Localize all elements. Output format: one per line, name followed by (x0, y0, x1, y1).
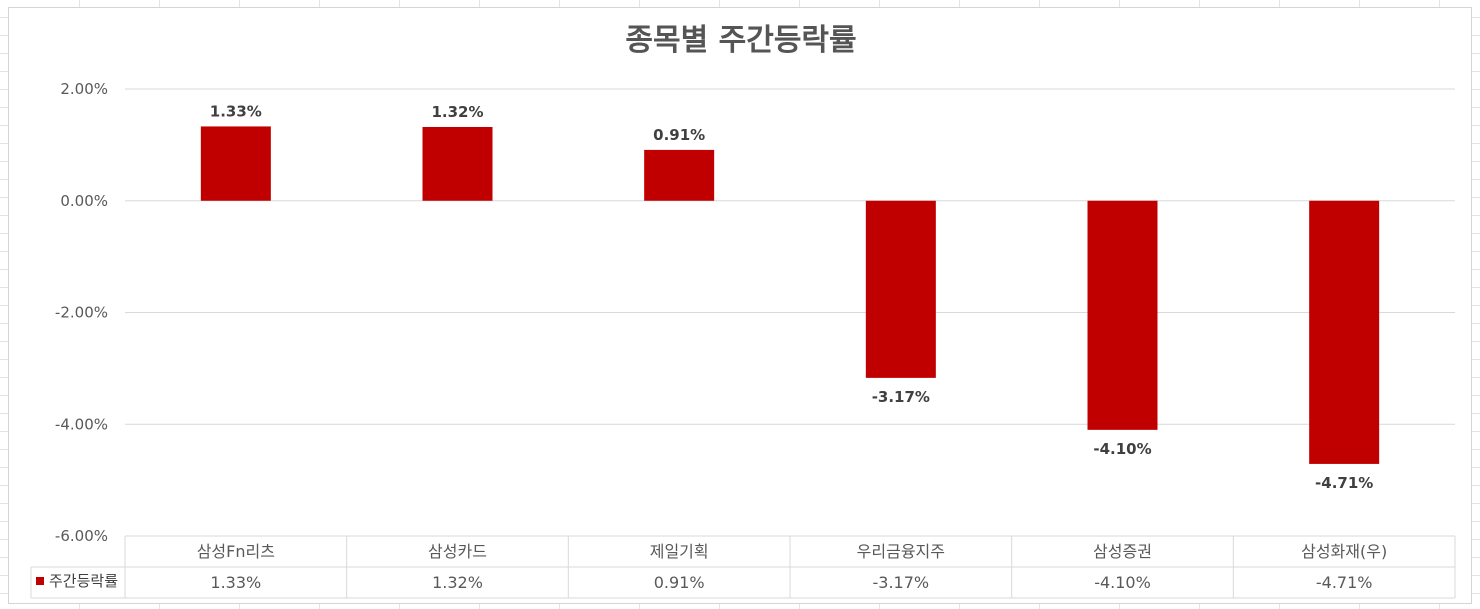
data-label: -4.10% (1093, 440, 1151, 458)
y-tick-label: -4.00% (55, 415, 108, 433)
table-value: 1.33% (210, 573, 261, 592)
data-label: 1.32% (431, 103, 483, 121)
y-tick-label: 2.00% (60, 80, 108, 98)
y-tick-label: -2.00% (55, 304, 108, 322)
bar (644, 149, 715, 201)
table-value: 0.91% (654, 573, 705, 592)
legend-label: 주간등락률 (49, 572, 118, 590)
table-value: -3.17% (873, 573, 930, 592)
gridlines (125, 88, 1455, 425)
table-value: -4.10% (1094, 573, 1151, 592)
bar (1087, 200, 1158, 430)
category-label: 삼성카드 (428, 542, 487, 561)
y-axis-ticks: 2.00% 0.00% -2.00% -4.00% -6.00% (55, 80, 108, 545)
data-table: 삼성Fn리츠 1.33% 삼성카드 1.32% 제일기획 0.91% 우리금융지주 -3.17… (30, 535, 1456, 599)
chart-title: 종목별 주간등락률 (625, 23, 856, 58)
bar (200, 126, 271, 201)
legend-swatch (36, 577, 44, 585)
chart-svg: 종목별 주간등락률 2.00% 0.00% -2.00% -4.00% -6.00% 1… (30, 23, 1456, 599)
bar (422, 126, 493, 201)
bar (865, 200, 936, 378)
bar (1309, 200, 1380, 464)
table-value: -4.71% (1316, 573, 1373, 592)
category-label: 삼성증권 (1093, 542, 1152, 561)
data-label: -4.71% (1315, 474, 1373, 492)
category-label: 우리금융지주 (857, 542, 945, 561)
data-label: -3.17% (872, 388, 930, 406)
bars (200, 126, 1380, 464)
table-value: 1.32% (432, 573, 483, 592)
data-labels: 1.33% 1.32% 0.91% -3.17% -4.10% -4.71% (210, 102, 1373, 491)
data-label: 0.91% (653, 126, 705, 144)
chart-area[interactable]: 종목별 주간등락률 2.00% 0.00% -2.00% -4.00% -6.00% 1… (8, 7, 1472, 604)
category-label: 삼성화재(우) (1301, 542, 1387, 561)
y-tick-label: 0.00% (60, 192, 108, 210)
y-tick-label: -6.00% (55, 527, 108, 545)
category-label: 제일기획 (650, 542, 709, 561)
data-label: 1.33% (210, 102, 262, 120)
category-label: 삼성Fn리츠 (197, 542, 275, 561)
